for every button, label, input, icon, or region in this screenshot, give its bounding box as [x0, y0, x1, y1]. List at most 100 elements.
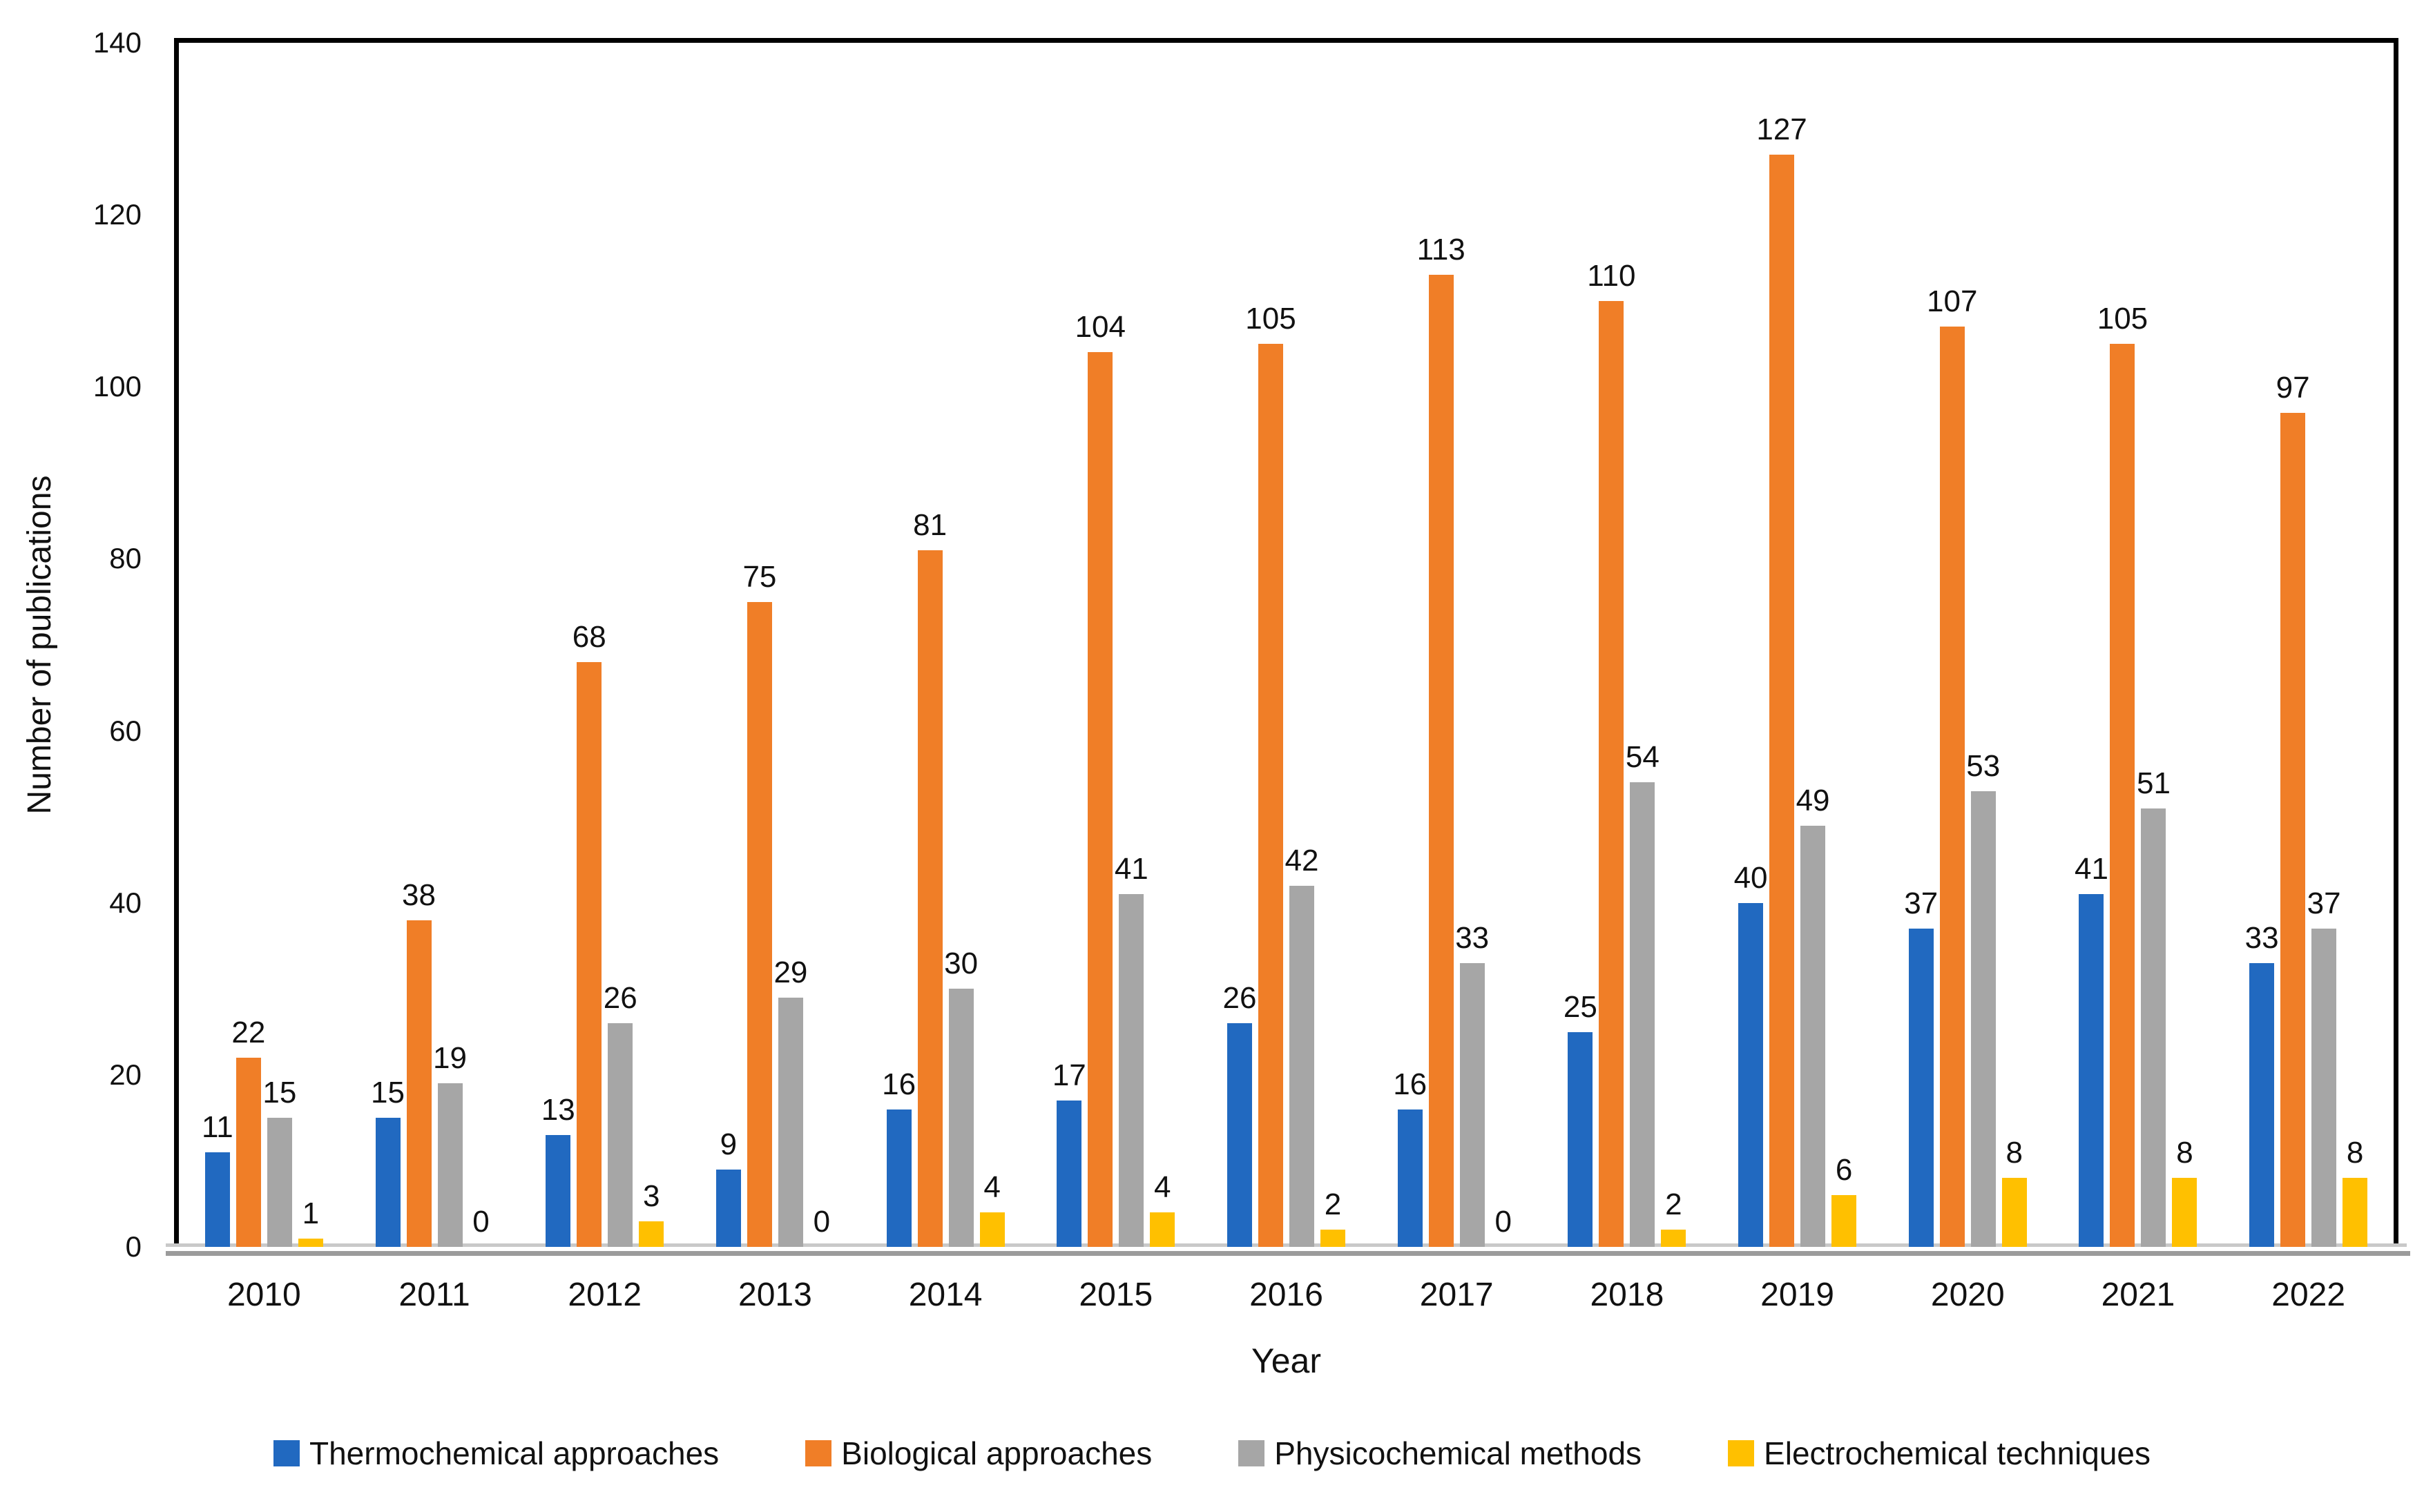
bar [1800, 826, 1826, 1247]
ytick-label: 120 [93, 198, 142, 231]
bar [917, 550, 943, 1247]
bar [1088, 352, 1113, 1247]
bar [979, 1212, 1005, 1247]
bar [298, 1239, 323, 1247]
bar-value-label: 127 [1756, 113, 1807, 146]
bar-value-label: 37 [1904, 886, 1939, 920]
bar [2001, 1178, 2027, 1247]
bar-value-label: 68 [572, 620, 606, 654]
bar-value-label: 49 [1796, 784, 1830, 817]
ytick-label: 0 [125, 1230, 142, 1263]
ytick-label: 60 [109, 714, 142, 747]
legend-swatch [1238, 1440, 1265, 1466]
xtick-label: 2016 [1249, 1277, 1323, 1313]
ytick-label: 80 [109, 542, 142, 575]
bar [204, 1152, 230, 1247]
bar-value-label: 81 [913, 508, 948, 542]
legend-label: Thermochemical approaches [309, 1435, 720, 1471]
bar-value-label: 26 [603, 981, 637, 1015]
bar-value-label: 8 [2176, 1136, 2193, 1170]
bar [2280, 413, 2306, 1247]
plot-frame [174, 38, 2398, 1247]
bar-value-label: 41 [2074, 852, 2108, 886]
legend-swatch [805, 1440, 832, 1466]
bar [2110, 344, 2135, 1247]
x-axis-shadow [166, 1251, 2410, 1256]
bar [375, 1118, 401, 1247]
bar [948, 989, 974, 1247]
xtick-label: 2020 [1930, 1277, 2005, 1313]
xtick-label: 2014 [908, 1277, 983, 1313]
legend-swatch [1728, 1440, 1755, 1466]
bar [1150, 1212, 1175, 1247]
bar-value-label: 104 [1075, 310, 1126, 344]
bar [1908, 929, 1934, 1247]
legend: Thermochemical approaches Biological appr… [0, 1435, 2424, 1472]
bar-value-label: 26 [1222, 981, 1257, 1015]
bar [2343, 1178, 2368, 1247]
legend-item: Electrochemical techniques [1728, 1435, 2151, 1472]
bar [1397, 1109, 1423, 1247]
bar-value-label: 13 [541, 1093, 575, 1127]
bar-value-label: 29 [773, 956, 808, 989]
xtick-label: 2013 [738, 1277, 812, 1313]
bar [1320, 1230, 1345, 1247]
bar [639, 1221, 664, 1247]
bar-value-label: 75 [742, 560, 777, 594]
bar-value-label: 4 [983, 1170, 1001, 1204]
bar-value-label: 15 [371, 1076, 405, 1109]
ytick-label: 40 [109, 886, 142, 919]
xtick-label: 2017 [1419, 1277, 1494, 1313]
bar-value-label: 38 [402, 878, 436, 912]
ytick-label: 20 [109, 1058, 142, 1091]
bar-value-label: 30 [944, 947, 979, 980]
bar-value-label: 8 [2005, 1136, 2023, 1170]
bar [608, 1023, 633, 1247]
bar-value-label: 8 [2346, 1136, 2364, 1170]
bar-value-label: 54 [1625, 740, 1660, 774]
bar-value-label: 97 [2276, 371, 2310, 405]
bar-value-label: 107 [1927, 284, 1978, 318]
bar-value-label: 33 [2244, 921, 2279, 955]
bar-value-label: 0 [472, 1205, 490, 1239]
bar [2079, 894, 2104, 1247]
bar [715, 1170, 741, 1247]
bar-value-label: 25 [1563, 990, 1597, 1024]
bar-value-label: 2 [1324, 1188, 1342, 1221]
legend-swatch [273, 1440, 300, 1466]
bar [2172, 1178, 2197, 1247]
legend-item: Biological approaches [805, 1435, 1152, 1472]
xtick-label: 2015 [1079, 1277, 1153, 1313]
bar [1227, 1023, 1252, 1247]
bar [747, 602, 772, 1247]
bar [1289, 886, 1314, 1247]
bar [1831, 1195, 1857, 1247]
bar-value-label: 22 [231, 1016, 266, 1049]
bar-value-label: 16 [1393, 1067, 1427, 1101]
y-axis-title: Number of publications [21, 475, 58, 815]
bar-value-label: 105 [1245, 302, 1296, 336]
bar [235, 1058, 261, 1247]
bar [406, 920, 432, 1247]
bar [1057, 1101, 1082, 1247]
bar-value-label: 110 [1587, 259, 1636, 293]
bar [1599, 301, 1624, 1247]
legend-label: Physicochemical methods [1274, 1435, 1642, 1471]
xtick-label: 2018 [1590, 1277, 1664, 1313]
legend-item: Physicochemical methods [1238, 1435, 1642, 1472]
xtick-label: 2010 [227, 1277, 301, 1313]
bar-value-label: 16 [882, 1067, 916, 1101]
bar [1428, 275, 1454, 1247]
bar [1769, 155, 1795, 1247]
bar [1459, 963, 1485, 1247]
xtick-label: 2019 [1760, 1277, 1834, 1313]
bar-value-label: 2 [1665, 1188, 1682, 1221]
bar [546, 1135, 571, 1247]
bar-value-label: 33 [1455, 921, 1490, 955]
bar [267, 1118, 292, 1247]
bar [886, 1109, 912, 1247]
bar [1939, 327, 1965, 1247]
bar [437, 1083, 463, 1247]
bar [1661, 1230, 1686, 1247]
